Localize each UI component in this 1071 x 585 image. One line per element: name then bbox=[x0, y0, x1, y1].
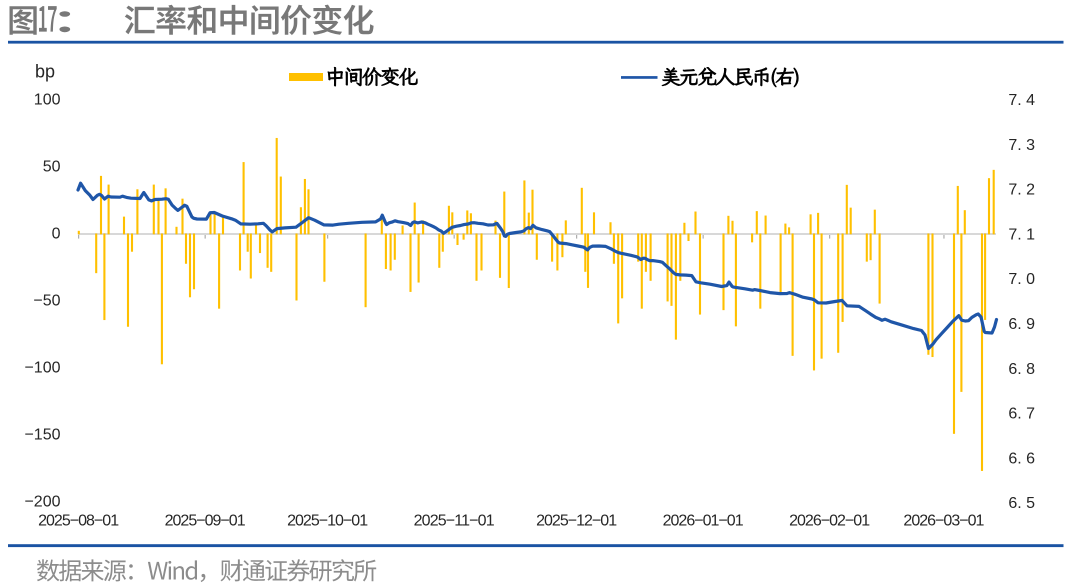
svg-text:7. 2: 7. 2 bbox=[1008, 182, 1035, 199]
svg-text:2025−11−01: 2025−11−01 bbox=[414, 513, 495, 530]
svg-text:−100: −100 bbox=[24, 360, 60, 377]
svg-text:2025−08−01: 2025−08−01 bbox=[38, 513, 119, 530]
svg-text:−150: −150 bbox=[24, 427, 60, 444]
svg-text:100: 100 bbox=[34, 92, 61, 109]
svg-text:−200: −200 bbox=[24, 494, 60, 511]
svg-text:2026−03−01: 2026−03−01 bbox=[903, 513, 984, 530]
svg-text:0: 0 bbox=[52, 226, 61, 243]
svg-text:7. 3: 7. 3 bbox=[1008, 137, 1035, 154]
svg-text:2026−02−01: 2026−02−01 bbox=[789, 513, 870, 530]
svg-text:2025−12−01: 2025−12−01 bbox=[536, 513, 617, 530]
svg-text:7. 1: 7. 1 bbox=[1008, 226, 1035, 243]
svg-text:2026−01−01: 2026−01−01 bbox=[663, 513, 744, 530]
svg-text:50: 50 bbox=[43, 159, 61, 176]
svg-text:7. 4: 7. 4 bbox=[1008, 92, 1035, 109]
svg-text:6. 8: 6. 8 bbox=[1008, 361, 1035, 378]
svg-text:6. 7: 6. 7 bbox=[1008, 406, 1035, 423]
svg-text:2025−09−01: 2025−09−01 bbox=[165, 513, 246, 530]
svg-text:6. 6: 6. 6 bbox=[1008, 450, 1035, 467]
svg-text:2025−10−01: 2025−10−01 bbox=[287, 513, 368, 530]
svg-text:bp: bp bbox=[35, 62, 55, 82]
svg-text:−50: −50 bbox=[33, 293, 60, 310]
svg-text:6. 5: 6. 5 bbox=[1008, 495, 1035, 512]
svg-text:7. 0: 7. 0 bbox=[1008, 271, 1035, 288]
svg-text:6. 9: 6. 9 bbox=[1008, 316, 1035, 333]
